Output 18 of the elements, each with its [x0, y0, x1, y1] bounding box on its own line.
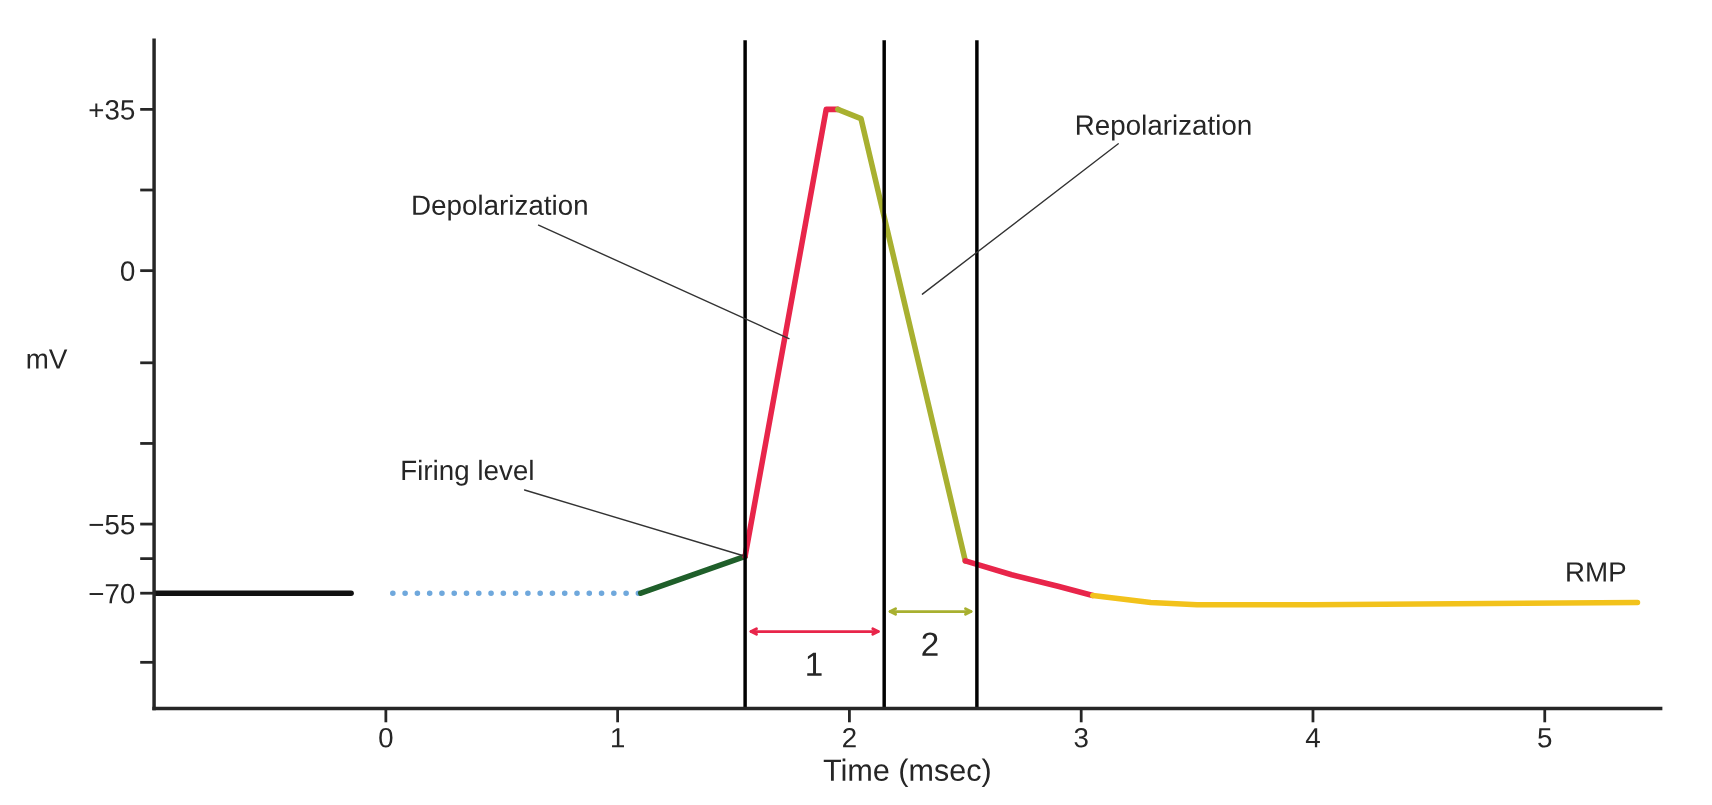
y-tick-label: +35 — [89, 100, 135, 120]
y-tick-label: −70 — [89, 583, 135, 604]
x-tick-label: 3 — [1074, 727, 1088, 748]
y-tick-label: 0 — [120, 261, 135, 281]
annotation: Repolarization — [1076, 114, 1251, 141]
y-axis-title: mV — [27, 349, 68, 369]
x-tick-label: 4 — [1305, 728, 1320, 748]
annotation: RMP — [1567, 562, 1626, 582]
x-tick-label: 5 — [1538, 728, 1552, 748]
annotation: Depolarization — [413, 194, 587, 221]
y-tick-label: −55 — [89, 515, 135, 535]
annotation: Firing level — [402, 459, 533, 486]
x-tick-label: 0 — [379, 727, 393, 748]
x-tick-label: 2 — [843, 727, 856, 748]
x-tick-label: 1 — [612, 728, 625, 748]
x-axis-title: Time (msec) — [823, 758, 990, 788]
annotation: 1 — [807, 652, 822, 676]
annotation: 2 — [922, 632, 938, 656]
